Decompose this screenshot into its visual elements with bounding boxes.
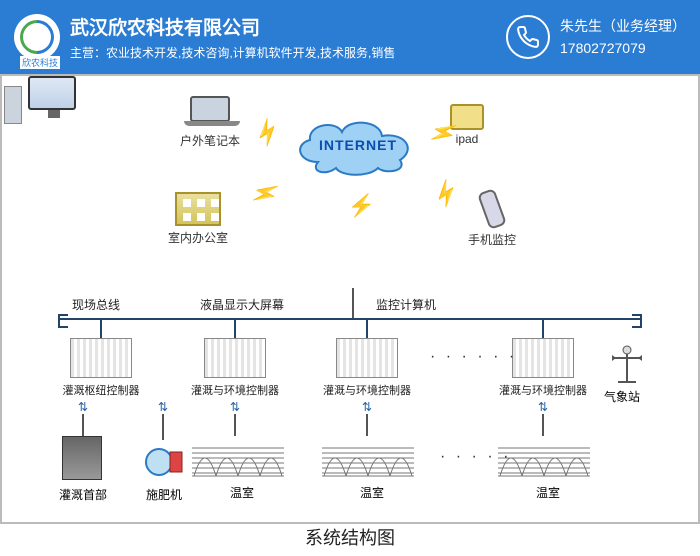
contact-name: 朱先生（业务经理） [560,15,686,37]
weather-label: 气象站 [604,388,640,405]
link-line [366,414,368,436]
logo-text: 欣农科技 [20,56,60,69]
weather-station [610,342,644,391]
laptop-label: 户外笔记本 [180,132,240,149]
laptop-node: 户外笔记本 [180,96,240,149]
controller-label: 灌溉与环境控制器 [180,382,290,398]
ellipsis: · · · · · · [430,348,517,366]
greenhouse [190,436,286,480]
computer-label: 监控计算机 [376,296,436,313]
diagram-caption: 系统结构图 [0,524,700,550]
company-info: 武汉欣农科技有限公司 主营：农业技术开发,技术咨询,计算机软件开发,技术服务,销… [70,13,506,61]
subtitle-text: 农业技术开发,技术咨询,计算机软件开发,技术服务,销售 [106,46,395,60]
bolt-icon: ⚡ [427,175,464,211]
controller-label: 灌溉与环境控制器 [312,382,422,398]
controller-label: 灌溉与环境控制器 [488,382,598,398]
internet-label: INTERNET [319,137,397,153]
link-line [542,414,544,436]
greenhouse [496,436,592,480]
fertilizer-label: 施肥机 [138,486,190,503]
mobile-label: 手机监控 [460,231,524,248]
monitor-pc [0,74,100,128]
arrow-icon: ⇅ [538,400,548,414]
greenhouse-label: 温室 [212,484,272,501]
controller-label: 灌溉枢纽控制器 [46,382,156,398]
contact-info: 朱先生（业务经理） 17802727079 [560,15,686,60]
logo [14,14,60,60]
contact-phone: 17802727079 [560,37,686,59]
company-subtitle: 主营：农业技术开发,技术咨询,计算机软件开发,技术服务,销售 [70,44,506,61]
bus-drop [366,320,368,338]
controller-box [204,338,266,378]
office-label: 室内办公室 [158,229,238,246]
screen-label: 液晶显示大屏幕 [200,296,284,313]
controller-box [336,338,398,378]
bus-drop [100,320,102,338]
bolt-icon: ⚡ [249,115,286,151]
irrigation-head-label: 灌溉首部 [48,486,118,503]
arrow-icon: ⇅ [362,400,372,414]
link-line [162,414,164,440]
bolt-icon: ⚡ [247,175,284,211]
link-line [234,414,236,436]
greenhouse [320,436,416,480]
arrow-icon: ⇅ [78,400,88,414]
controller-box [70,338,132,378]
bus-drop [542,320,544,338]
office-node: 室内办公室 [158,192,238,246]
arrow-icon: ⇅ [158,400,168,414]
company-name: 武汉欣农科技有限公司 [70,13,506,40]
greenhouse-label: 温室 [518,484,578,501]
internet-cloud: INTERNET [288,114,428,176]
greenhouse-label: 温室 [342,484,402,501]
link-line [82,414,84,436]
fertilizer-machine [144,442,186,485]
pc-bus-line [352,288,354,318]
arrow-icon: ⇅ [230,400,240,414]
irrigation-head [62,436,102,480]
bolt-icon: ⚡ [348,192,375,218]
subtitle-prefix: 主营： [70,46,106,60]
mobile-node: 手机监控 [460,190,524,248]
bus-label: 现场总线 [72,296,120,313]
header: 欣农科技 武汉欣农科技有限公司 主营：农业技术开发,技术咨询,计算机软件开发,技… [0,0,700,74]
field-bus [60,318,640,320]
system-diagram: INTERNET 户外笔记本 ipad 室内办公室 手机监控 ⚡ ⚡ ⚡ ⚡ ⚡… [0,74,700,556]
phone-icon [506,15,550,59]
bus-drop [234,320,236,338]
controller-box [512,338,574,378]
